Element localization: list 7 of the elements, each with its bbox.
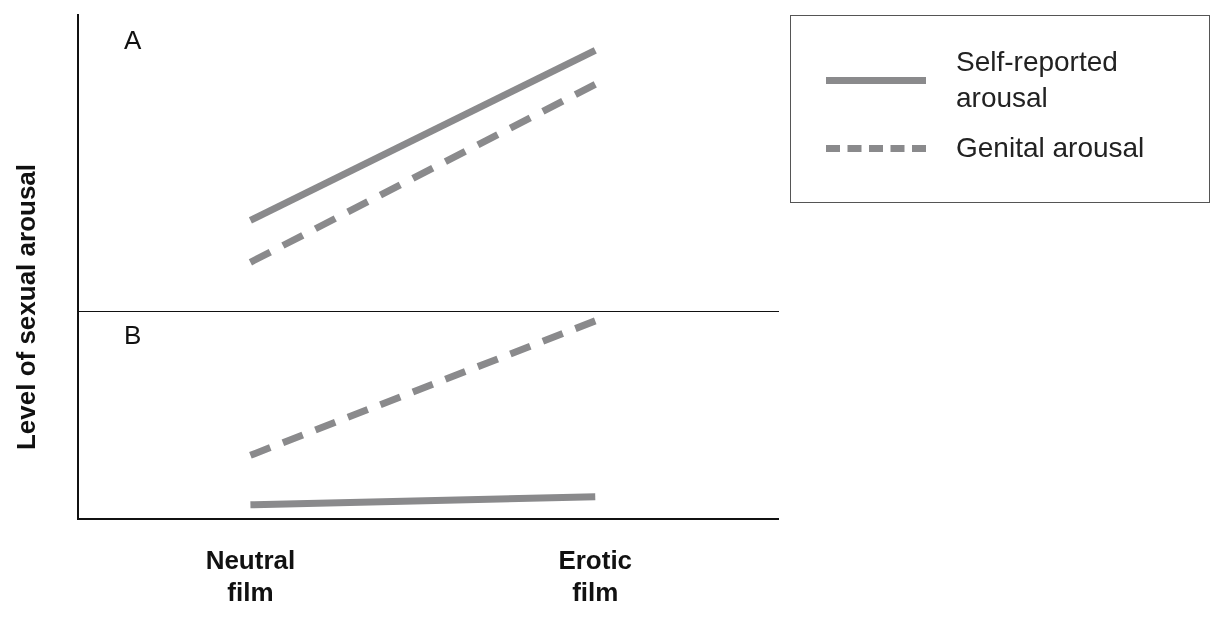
x-tick-label: Erotic film	[558, 545, 633, 607]
y-axis-title: Level of sexual arousal	[10, 163, 42, 450]
chart-title: B	[124, 320, 142, 351]
legend-label: Genital arousal	[956, 131, 1146, 165]
legend-label: Self-reported arousal	[956, 45, 1119, 115]
x-tick-label: Neutral film	[205, 545, 296, 607]
chart-title: A	[124, 25, 142, 56]
